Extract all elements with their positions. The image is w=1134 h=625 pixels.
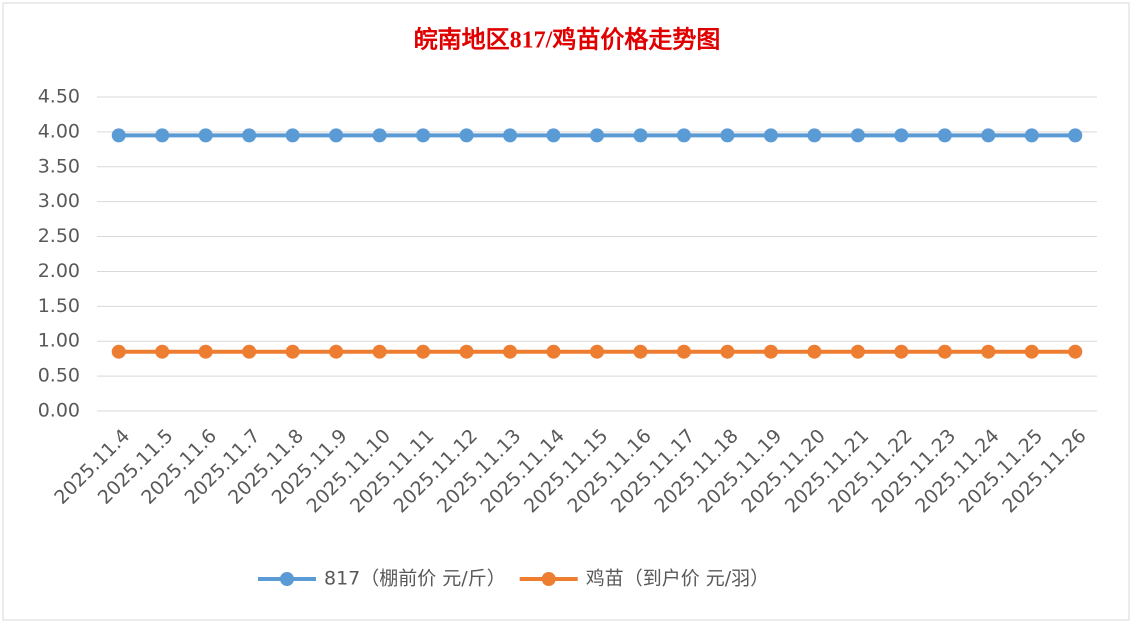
y-tick-label: 1.00 [38,330,80,352]
legend-marker [541,572,556,586]
legend-marker [280,572,294,586]
point [459,344,474,359]
point [763,128,778,143]
point [372,128,387,143]
chart-title: 皖南地区817/鸡苗价格走势图 [414,26,721,54]
point [937,344,952,359]
point [111,128,126,143]
point [633,128,648,143]
y-tick-label: 3.50 [38,155,80,177]
point [850,344,865,359]
point [546,344,561,359]
y-tick-label: 4.00 [38,120,80,142]
point [1068,344,1083,359]
point [850,128,865,143]
legend-label: 817（棚前价 元/斤） [324,568,506,590]
point [155,128,170,143]
legend: 817（棚前价 元/斤） 鸡苗（到户价 元/羽） [258,568,769,590]
y-tick-label: 1.50 [38,295,80,317]
legend-label: 鸡苗（到户价 元/羽） [586,568,769,590]
point [242,128,257,143]
point [720,344,735,359]
y-tick-label: 2.50 [38,225,80,247]
y-tick-label: 4.50 [38,86,80,108]
point [242,344,257,359]
point [763,344,778,359]
point [111,344,126,359]
point [329,128,344,143]
point [894,344,909,359]
point [155,344,170,359]
y-tick-label: 2.00 [38,260,80,282]
point [416,344,431,359]
point [459,128,474,143]
point [676,344,691,359]
point [937,128,952,143]
y-tick-label: 3.00 [38,190,80,212]
point [198,128,213,143]
point [285,128,300,143]
point [590,344,604,359]
point [416,128,431,143]
y-tick-label: 0.50 [38,365,80,387]
point [894,128,909,143]
point [807,128,822,143]
point [720,128,735,143]
point [546,128,561,143]
point [198,344,213,359]
point [981,344,996,359]
point [1024,128,1039,143]
point [1068,128,1083,143]
point [633,344,648,359]
point [1024,344,1039,359]
y-tick-label: 0.00 [38,400,80,422]
point [676,128,691,143]
point [372,344,387,359]
point [329,344,344,359]
point [590,128,604,143]
point [503,344,518,359]
point [807,344,822,359]
point [981,128,996,143]
point [503,128,518,143]
point [285,344,300,359]
